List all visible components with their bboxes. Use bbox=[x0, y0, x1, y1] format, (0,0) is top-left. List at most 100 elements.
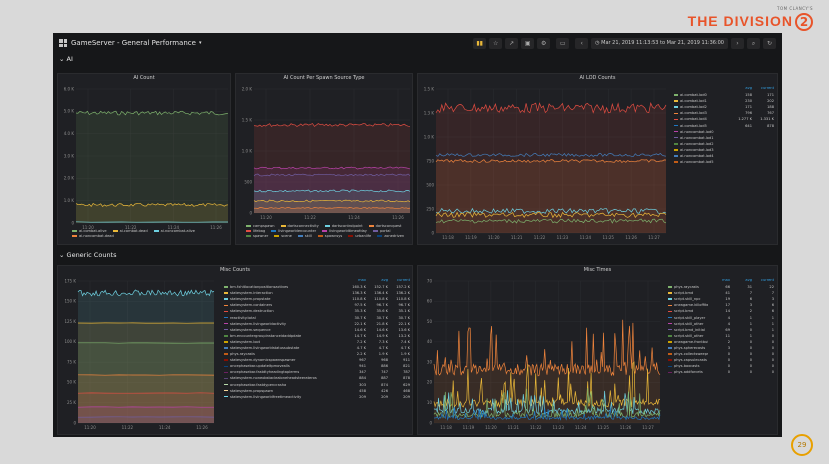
legend-item[interactable]: dartsconnectivity bbox=[281, 224, 319, 228]
time-range-picker[interactable]: ◷ Mar 21, 2019 11:13:53 to Mar 21, 2019 … bbox=[591, 37, 728, 49]
legend-table-row[interactable]: ai.combat.lod1 230 202 bbox=[674, 98, 774, 104]
legend-table-row[interactable]: ai.noncombat.lod0 bbox=[674, 129, 774, 135]
legend-column-header[interactable]: current bbox=[761, 86, 774, 90]
legend-table-row[interactable]: ai.combat.lod5 641 878 bbox=[674, 122, 774, 128]
legend-table-row[interactable]: oneagame.killoffike 17 3 6 bbox=[668, 302, 774, 308]
legend-item[interactable]: ai.noncombat.dead bbox=[72, 234, 114, 238]
legend-table-row[interactable]: phys.collectsweeps 0 0 0 bbox=[668, 351, 774, 357]
legend-table-row[interactable]: ai.noncombat.lod5 bbox=[674, 159, 774, 165]
legend-table-row[interactable]: statesystem.livingworldstatussubstate 4.7… bbox=[224, 345, 410, 351]
legend-table-row[interactable]: statesystem.noneobstaclealoneheadsteerat… bbox=[224, 375, 410, 381]
legend-table-row[interactable]: ai.noncombat.lod1 bbox=[674, 135, 774, 141]
save-icon[interactable]: ▣ bbox=[521, 37, 535, 49]
legend-column-header[interactable]: current bbox=[397, 278, 410, 282]
ai-count-chart: 6.0 K 5.0 K 4.0 K 3.0 K 2.0 K 1.0 K 0 11:20 11:2… bbox=[64, 86, 229, 230]
legend-table-row[interactable]: statesystem.propspawn 458 426 468 bbox=[224, 388, 410, 394]
star-icon[interactable]: ☆ bbox=[489, 37, 503, 49]
legend-column-header[interactable]: avg bbox=[745, 278, 752, 282]
legend-table-row[interactable]: oncephasebar.fastdypencrasha 303 874 629 bbox=[224, 382, 410, 388]
legend-item[interactable]: campspawn bbox=[246, 224, 275, 228]
legend-series-name: ai.combat.lod1 bbox=[674, 99, 730, 103]
legend-table-row[interactable]: statesystem.livingworldactivity 22.1 K 21.… bbox=[224, 321, 410, 327]
row-generic-counts[interactable]: ⌄ Generic Counts bbox=[53, 249, 117, 261]
tv-mode-icon[interactable]: ▭ bbox=[556, 37, 570, 49]
legend-table-row[interactable]: script.skill_npc 19 6 3 bbox=[668, 296, 774, 302]
share-icon[interactable]: ↗ bbox=[505, 37, 519, 49]
legend-item[interactable]: livingworldtimeofday bbox=[322, 229, 367, 233]
dashboard-title[interactable]: GameServer - General Performance bbox=[71, 39, 196, 47]
legend-table-row[interactable]: statesystem.sequence 14.6 K 14.6 K 13.6 K bbox=[224, 327, 410, 333]
legend-table-row[interactable]: statesystem.containers 97.5 K 96.7 K 96.7 K bbox=[224, 302, 410, 308]
legend-table-row[interactable]: ai.noncombat.lod2 bbox=[674, 141, 774, 147]
legend-table-row[interactable]: phys.capsulecasts 0 0 0 bbox=[668, 357, 774, 363]
dashboard-grid-icon[interactable] bbox=[59, 39, 67, 47]
legend-item[interactable]: ai.combat.alive bbox=[72, 229, 107, 233]
legend-table-row[interactable]: phys.raycasts 66 31 22 bbox=[668, 284, 774, 290]
panel-ai-lod[interactable]: AI LOD Counts 1.5 K 1.3 K 1.0 K 750 500 250 0 1… bbox=[417, 73, 778, 245]
legend-column-header[interactable]: current bbox=[761, 278, 774, 282]
legend-column-header[interactable]: avg bbox=[381, 278, 388, 282]
legend-item[interactable]: dartsconquest bbox=[369, 224, 402, 228]
gear-icon[interactable]: ⚙ bbox=[537, 37, 551, 49]
legend-table-row[interactable]: script.bmd 14 2 6 bbox=[668, 308, 774, 314]
legend-table-row[interactable]: phys.raycasts 2.2 K 1.9 K 1.9 K bbox=[224, 351, 410, 357]
legend-table-row[interactable]: oncephasebar.fastdtyheadingtaplerms 347 74… bbox=[224, 369, 410, 375]
legend-table-row[interactable]: bm.fxhitlocationpositionsactives 160.3 K 1… bbox=[224, 284, 410, 290]
legend-table-row[interactable]: ai.combat.lod4 1.277 K 1.331 K bbox=[674, 116, 774, 122]
legend-table-row[interactable]: ai.noncombat.lod3 bbox=[674, 147, 774, 153]
legend-table-row[interactable]: ai.noncombat.lod4 bbox=[674, 153, 774, 159]
legend-table-row[interactable]: oneagame.frontbuffer 2 0 0 bbox=[668, 339, 774, 345]
legend-item[interactable]: ai.noncombat.alive bbox=[154, 229, 195, 233]
legend-table-row[interactable]: oncephasebar.updateitpmovealls 941 886 821 bbox=[224, 363, 410, 369]
legend-table-row[interactable]: statesystem.interaction 136.3 K 136.4 K 136… bbox=[224, 290, 410, 296]
legend-table-row[interactable]: phys.addforcets 0 0 0 bbox=[668, 369, 774, 375]
row-ai[interactable]: ⌄ AI bbox=[53, 53, 782, 65]
legend-value-avg: 230 bbox=[745, 99, 752, 104]
legend-table-row[interactable]: script.bmd 41 7 7 bbox=[668, 290, 774, 296]
legend-table-row[interactable]: bm.encountergroupinstanceidaddpdate 14.7 … bbox=[224, 333, 410, 339]
legend-table-row[interactable]: script.skill_other 11 1 0 bbox=[668, 333, 774, 339]
legend-table-row[interactable]: ai.combat.lod2 171 188 bbox=[674, 104, 774, 110]
dashboard-title-caret-icon[interactable]: ▾ bbox=[198, 40, 202, 46]
legend-table-row[interactable]: statesystem.propstate 110.8 K 110.8 K 110.8… bbox=[224, 296, 410, 302]
panel-title: Misc Times bbox=[583, 267, 612, 273]
legend-column-header[interactable]: avg bbox=[745, 86, 752, 90]
legend-table-row[interactable]: phys.boxcasts 0 0 0 bbox=[668, 363, 774, 369]
legend-item[interactable]: skill bbox=[298, 234, 312, 238]
refresh-icon[interactable]: ↻ bbox=[763, 37, 776, 49]
add-panel-icon[interactable]: ▮▮ bbox=[473, 37, 487, 49]
legend-item[interactable]: livingworldencounter bbox=[271, 229, 316, 233]
legend-table-row[interactable]: script.bmd_initial 69 0 1 bbox=[668, 327, 774, 333]
legend-table-row[interactable]: reactivity.total 30.7 K 30.7 K 30.7 K bbox=[224, 314, 410, 320]
panel-misc-counts[interactable]: Misc Counts 175 K 150 K 125 K 100 K 75 K 50 K… bbox=[57, 265, 413, 435]
legend-table-row[interactable]: statesystem.loot 7.2 K 7.3 K 7.4 K bbox=[224, 339, 410, 345]
panel-ai-spawn[interactable]: AI Count Per Spawn Source Type 2.0 K 1.5 … bbox=[235, 73, 413, 245]
time-forward-icon[interactable]: › bbox=[731, 37, 744, 49]
legend-table-row[interactable]: statesystem.destruction 35.3 K 35.6 K 35.1 … bbox=[224, 308, 410, 314]
panel-ai-count[interactable]: AI Count 6.0 K 5.0 K 4.0 K 3.0 K 2.0 K 1.0 K 0… bbox=[57, 73, 231, 245]
legend-item[interactable]: spawner bbox=[246, 234, 268, 238]
legend-table-row[interactable]: script.skill_other 4 1 1 bbox=[668, 321, 774, 327]
legend-item[interactable]: scene bbox=[274, 234, 292, 238]
legend-value-max: 458 bbox=[359, 388, 366, 393]
legend-item[interactable]: zonedriven bbox=[377, 234, 404, 238]
legend-series-name: script.bmd bbox=[668, 291, 708, 295]
legend-table-row[interactable]: statesystem.livingworldfreetimeactivity 2… bbox=[224, 394, 410, 400]
legend-item[interactable]: urbanlife bbox=[348, 234, 371, 238]
legend-column-header[interactable]: max bbox=[358, 278, 366, 282]
legend-table-row[interactable]: statesystem.dynamicspawnspawner 967 968 911 bbox=[224, 357, 410, 363]
legend-table-row[interactable]: script.skill_player 4 1 1 bbox=[668, 314, 774, 320]
legend-item[interactable]: portal bbox=[373, 229, 391, 233]
y-tick-label: 3.0 K bbox=[64, 153, 75, 158]
legend-item[interactable]: spawnsys bbox=[318, 234, 342, 238]
panel-misc-times[interactable]: Misc Times 70 60 50 40 30 20 10 0 11:18 11:19 11:2… bbox=[417, 265, 778, 435]
legend-item[interactable]: lifebag bbox=[246, 229, 265, 233]
zoom-out-icon[interactable]: ⌕ bbox=[747, 37, 760, 49]
legend-table-row[interactable]: phys.spherecasts 3 0 0 bbox=[668, 345, 774, 351]
time-back-icon[interactable]: ‹ bbox=[575, 37, 589, 49]
legend-table-row[interactable]: ai.combat.lod0 158 171 bbox=[674, 92, 774, 98]
legend-item[interactable]: dartscontrolpoint bbox=[325, 224, 363, 228]
legend-table-row[interactable]: ai.combat.lod3 796 767 bbox=[674, 110, 774, 116]
legend-item[interactable]: ai.combat.dead bbox=[113, 229, 148, 233]
legend-column-header[interactable]: max bbox=[722, 278, 730, 282]
